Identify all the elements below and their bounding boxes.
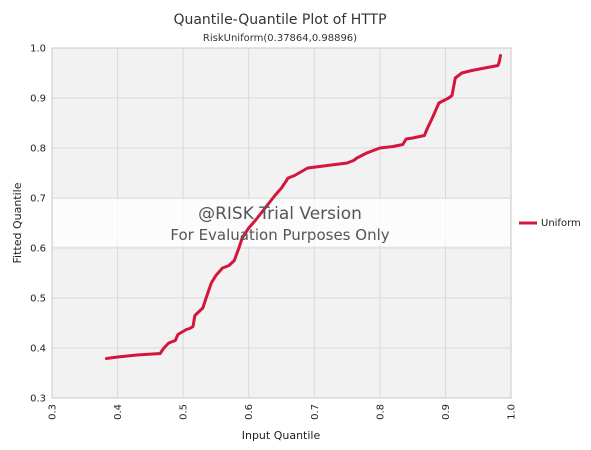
uniform-series-line bbox=[104, 54, 502, 360]
y-axis-label: Fitted Quantile bbox=[11, 182, 24, 263]
y-tick-label: 0.7 bbox=[30, 194, 46, 205]
watermark-subtitle: For Evaluation Purposes Only bbox=[170, 226, 389, 244]
y-tick-label: 0.4 bbox=[30, 344, 46, 355]
y-tick-label: 0.3 bbox=[30, 394, 46, 405]
x-tick-label: 0.3 bbox=[48, 404, 59, 420]
x-tick-label: 0.9 bbox=[441, 404, 452, 420]
x-tick-label: 0.4 bbox=[113, 404, 124, 420]
y-tick-label: 1.0 bbox=[30, 44, 46, 55]
x-axis-label: Input Quantile bbox=[242, 429, 321, 442]
y-tick-label: 0.5 bbox=[30, 294, 46, 305]
x-tick-label: 0.7 bbox=[310, 404, 321, 420]
y-tick-label: 0.9 bbox=[30, 94, 46, 105]
y-tick-label: 0.8 bbox=[30, 144, 46, 155]
legend-label-uniform: Uniform bbox=[541, 218, 581, 229]
x-tick-label: 1.0 bbox=[507, 404, 518, 420]
x-tick-label: 0.8 bbox=[375, 404, 386, 420]
x-tick-label: 0.6 bbox=[244, 404, 255, 420]
y-tick-label: 0.6 bbox=[30, 244, 46, 255]
x-axis-ticks: 0.3 0.4 0.5 0.6 0.7 0.8 0.9 1.0 bbox=[48, 404, 518, 420]
x-tick-label: 0.5 bbox=[179, 404, 190, 420]
chart-subtitle: RiskUniform(0.37864,0.98896) bbox=[203, 33, 357, 44]
watermark-band bbox=[53, 199, 510, 246]
y-axis-ticks: 0.3 0.4 0.5 0.6 0.7 0.8 0.9 1.0 bbox=[30, 44, 46, 405]
watermark-title: @RISK Trial Version bbox=[198, 204, 362, 224]
chart-title: Quantile-Quantile Plot of HTTP bbox=[173, 12, 386, 28]
legend: Uniform bbox=[519, 218, 581, 229]
